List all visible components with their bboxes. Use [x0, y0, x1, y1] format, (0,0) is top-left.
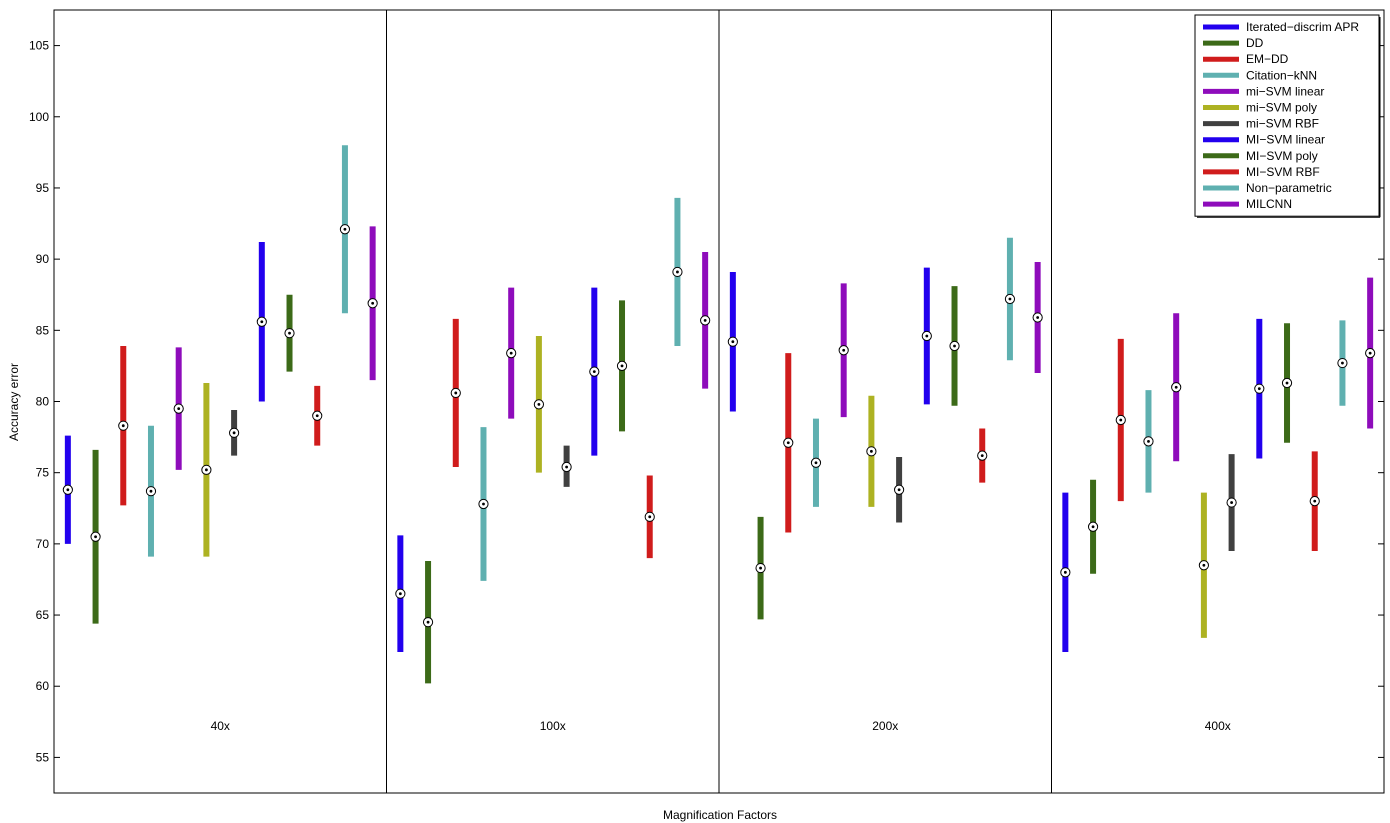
median-dot	[731, 340, 735, 344]
median-dot	[121, 424, 125, 428]
y-tick-label: 65	[36, 608, 50, 622]
median-dot	[1147, 439, 1150, 443]
median-dot	[398, 592, 402, 596]
median-dot	[371, 301, 375, 305]
group-label: 100x	[540, 719, 566, 733]
median-dot	[1063, 570, 1067, 574]
y-tick-label: 90	[36, 252, 50, 266]
median-dot	[204, 468, 208, 472]
y-axis-label: Accuracy error	[7, 363, 21, 441]
median-dot	[260, 320, 264, 324]
median-dot	[288, 331, 291, 335]
y-axis: 55 60 65 70 75 80 85 90 95 100 105	[29, 39, 1384, 764]
group-label: 400x	[1205, 719, 1231, 733]
y-tick-label: 80	[36, 395, 50, 409]
median-dot	[66, 488, 70, 492]
group-labels: 40x 100x 200x 400x	[211, 719, 1231, 733]
legend-label: MILCNN	[1246, 197, 1292, 211]
y-tick-label: 85	[36, 323, 50, 337]
median-dot	[177, 407, 181, 411]
median-dot	[315, 414, 319, 418]
y-tick-label: 60	[36, 679, 50, 693]
median-dot	[620, 364, 624, 368]
y-tick-label: 105	[29, 39, 49, 53]
median-dot	[1036, 316, 1040, 319]
median-dot	[565, 465, 569, 469]
median-dot	[509, 351, 513, 355]
legend-box	[1194, 14, 1380, 217]
legend-label: Iterated−discrim APR	[1246, 20, 1359, 34]
group-label: 40x	[211, 719, 230, 733]
legend: Iterated−discrim APR DD EM−DD Citation−kNN m…	[1194, 14, 1381, 218]
median-dot	[1341, 361, 1344, 365]
legend-label: mi−SVM poly	[1246, 101, 1317, 115]
legend-label: Non−parametric	[1246, 181, 1332, 195]
legend-label: MI−SVM linear	[1246, 133, 1325, 147]
median-dot	[454, 391, 458, 395]
median-dot	[1119, 418, 1123, 422]
median-dot	[1174, 385, 1178, 389]
median-dot	[482, 502, 485, 506]
median-dot	[426, 620, 430, 624]
legend-label: Citation−kNN	[1246, 68, 1317, 82]
median-dot	[1202, 563, 1206, 567]
y-tick-label: 55	[36, 750, 50, 764]
median-dot	[897, 488, 901, 492]
median-dot	[759, 566, 762, 570]
x-axis-label: Magnification Factors	[663, 808, 777, 822]
group-separators	[386, 10, 1052, 793]
legend-label: mi−SVM linear	[1246, 84, 1324, 98]
median-dot	[1230, 501, 1234, 504]
legend-label: EM−DD	[1246, 52, 1289, 66]
median-dot	[592, 370, 596, 374]
median-dot	[94, 535, 97, 539]
median-dot	[953, 344, 956, 348]
median-dot	[232, 431, 236, 435]
median-dot	[343, 227, 347, 231]
median-dot	[149, 489, 153, 493]
median-dot	[1257, 387, 1261, 391]
y-tick-label: 75	[36, 466, 50, 480]
median-dot	[842, 348, 846, 352]
group-label: 200x	[872, 719, 898, 733]
median-markers	[62, 224, 1376, 628]
median-dot	[980, 454, 984, 457]
legend-label: mi−SVM RBF	[1246, 117, 1319, 131]
legend-label: MI−SVM RBF	[1246, 165, 1320, 179]
median-dot	[1313, 499, 1317, 503]
y-tick-label: 70	[36, 537, 50, 551]
median-dot	[869, 449, 873, 453]
y-tick-label: 95	[36, 181, 50, 195]
median-dot	[703, 318, 707, 322]
legend-label: MI−SVM poly	[1246, 149, 1318, 163]
median-dot	[537, 402, 541, 406]
y-tick-label: 100	[29, 110, 49, 124]
median-dot	[925, 334, 929, 338]
median-dot	[1368, 351, 1372, 355]
median-dot	[676, 270, 679, 274]
legend-label: DD	[1246, 36, 1264, 50]
median-dot	[1091, 525, 1095, 529]
median-dot	[648, 515, 652, 519]
median-dot	[786, 441, 790, 445]
median-dot	[1008, 297, 1012, 301]
median-dot	[814, 461, 818, 465]
median-dot	[1285, 381, 1289, 385]
